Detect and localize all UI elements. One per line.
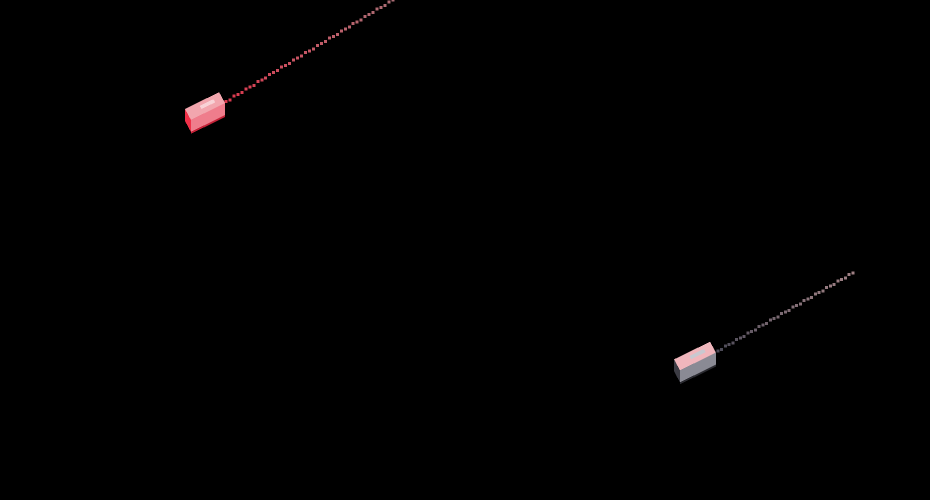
trail-dot: [367, 13, 371, 17]
box-highlight: [689, 348, 706, 360]
trail-dot: [343, 27, 347, 31]
trail-dot: [780, 311, 784, 315]
entity-red-block[interactable]: [184, 92, 226, 134]
trail-dot: [742, 334, 746, 338]
trail-dot: [787, 308, 791, 312]
box-face-front: [190, 103, 226, 132]
trail-dot: [798, 302, 802, 306]
trail-dot: [375, 7, 379, 11]
trail-dot: [304, 51, 308, 55]
trail-dot: [723, 344, 727, 348]
trail-dot: [802, 299, 806, 303]
trail-dot: [323, 40, 327, 44]
trail-dot: [817, 290, 821, 294]
trail-dot: [836, 279, 840, 283]
trail-dot: [731, 341, 735, 345]
box-face-front: [679, 352, 716, 383]
trail-dot: [280, 65, 284, 69]
trail-dot: [300, 54, 304, 58]
trail-dot: [311, 47, 315, 51]
trail-dot: [268, 72, 272, 76]
trail-dot: [757, 324, 761, 328]
trail-dot: [806, 297, 810, 301]
trail-dot: [272, 71, 276, 75]
trail-dot: [296, 56, 300, 60]
trail-dot: [264, 76, 268, 80]
trail-dot: [256, 80, 260, 84]
trail-dot: [339, 29, 343, 33]
trail-dot: [776, 315, 780, 319]
entity-gray-block[interactable]: [674, 341, 716, 385]
trail-dot: [351, 22, 355, 26]
box-face-endcap: [674, 359, 680, 383]
trail-dot: [750, 329, 754, 333]
trail-dot: [379, 5, 383, 9]
trail-dot: [224, 100, 228, 104]
trail-dot: [335, 32, 339, 36]
trail-dot: [840, 277, 844, 281]
trail-dot: [720, 347, 724, 351]
trail-dot: [327, 36, 331, 40]
box-face-underside: [679, 364, 716, 385]
trail-dot: [761, 323, 765, 327]
trail-red: [220, 0, 395, 105]
trail-dot: [363, 14, 367, 18]
trail-dot: [851, 271, 855, 275]
trail-dot: [716, 349, 720, 353]
trail-dot: [387, 0, 391, 4]
trail-dot: [791, 305, 795, 309]
trail-dot: [746, 331, 750, 335]
trail-dot: [825, 286, 829, 290]
trail-dot: [319, 42, 323, 46]
trail-dot: [244, 87, 248, 91]
trail-dot: [252, 83, 256, 87]
trail-dot: [847, 273, 851, 277]
trail-dot: [768, 318, 772, 322]
trail-dot: [292, 58, 296, 62]
trail-dot: [276, 69, 280, 73]
trail-dot: [772, 316, 776, 320]
box-face-underside: [190, 115, 226, 134]
trail-dot: [355, 20, 359, 24]
trail-dot: [753, 328, 757, 332]
trail-dot: [240, 91, 244, 95]
trail-dot: [813, 292, 817, 296]
trail-dot: [260, 78, 264, 82]
trail-dot: [810, 295, 814, 299]
trail-dot: [765, 321, 769, 325]
trail-dot: [288, 61, 292, 65]
trail-dot: [347, 25, 351, 29]
trail-dot: [391, 0, 395, 2]
trail-dot: [307, 49, 311, 53]
box-highlight: [199, 99, 216, 110]
trail-dot: [315, 43, 319, 47]
trail-dot: [331, 34, 335, 38]
trail-dot: [828, 284, 832, 288]
trail-dot: [843, 276, 847, 280]
trail-gray: [712, 271, 855, 354]
trail-dot: [783, 310, 787, 314]
trail-dot: [821, 289, 825, 293]
trail-dot: [284, 63, 288, 67]
box-face-endcap: [184, 108, 191, 132]
trail-dot: [795, 303, 799, 307]
trail-dot: [228, 98, 232, 102]
trail-dot: [727, 342, 731, 346]
trail-dot: [735, 337, 739, 341]
trail-dot: [832, 282, 836, 286]
trail-dot: [738, 336, 742, 340]
trail-dot: [383, 3, 387, 7]
trail-dot: [371, 11, 375, 15]
trail-dot: [232, 94, 236, 98]
trail-dot: [248, 85, 252, 89]
trail-dot: [359, 18, 363, 22]
trail-dot: [236, 92, 240, 96]
